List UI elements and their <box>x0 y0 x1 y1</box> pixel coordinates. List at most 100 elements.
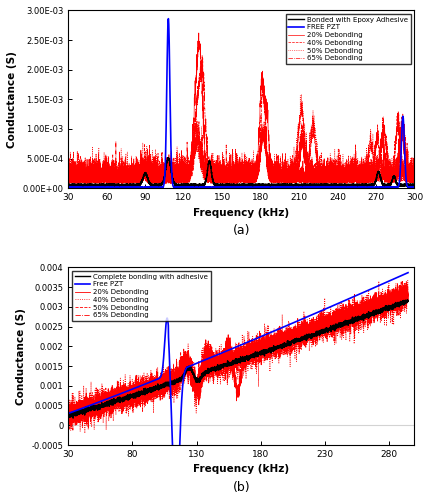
40% Debonding <box>405 290 411 296</box>
40% Debonding <box>412 174 417 180</box>
Free PZT <box>227 346 232 352</box>
Bonded with Epoxy Adhesive <box>384 182 389 188</box>
Free PZT <box>405 270 411 276</box>
50% Debonding <box>299 92 304 98</box>
20% Debonding <box>66 172 71 178</box>
40% Debonding <box>82 430 87 436</box>
65% Debonding <box>317 171 322 177</box>
Y-axis label: Conductance (S): Conductance (S) <box>7 51 17 148</box>
50% Debonding <box>66 164 71 170</box>
20% Debonding <box>395 280 400 286</box>
20% Debonding <box>66 402 71 407</box>
40% Debonding <box>230 167 236 173</box>
FREE PZT <box>166 16 171 22</box>
40% Debonding <box>384 176 389 182</box>
Line: Free PZT: Free PZT <box>68 272 408 500</box>
20% Debonding <box>209 348 214 354</box>
20% Debonding <box>227 351 232 357</box>
Complete bonding with adhesive <box>378 310 383 316</box>
Complete bonding with adhesive <box>313 332 318 338</box>
Bonded with Epoxy Adhesive <box>214 182 219 188</box>
Complete bonding with adhesive <box>227 361 232 367</box>
FREE PZT <box>214 184 219 190</box>
40% Debonding <box>313 326 318 332</box>
65% Debonding <box>384 154 389 160</box>
Complete bonding with adhesive <box>209 367 214 373</box>
FREE PZT <box>401 128 406 134</box>
Line: 40% Debonding: 40% Debonding <box>68 280 408 433</box>
FREE PZT <box>412 184 417 190</box>
65% Debonding <box>227 350 232 356</box>
50% Debonding <box>395 294 400 300</box>
20% Debonding <box>384 170 389 176</box>
40% Debonding <box>66 396 71 402</box>
65% Debonding <box>211 180 216 186</box>
Line: 20% Debonding: 20% Debonding <box>68 284 408 425</box>
50% Debonding <box>211 356 216 362</box>
65% Debonding <box>412 173 417 179</box>
Bonded with Epoxy Adhesive <box>230 184 236 190</box>
Line: Complete bonding with adhesive: Complete bonding with adhesive <box>68 300 408 418</box>
Bonded with Epoxy Adhesive <box>66 182 71 188</box>
FREE PZT <box>230 184 236 190</box>
65% Debonding <box>211 370 216 376</box>
20% Debonding <box>311 180 316 186</box>
65% Debonding <box>404 278 409 284</box>
20% Debonding <box>214 168 219 174</box>
50% Debonding <box>109 179 114 185</box>
65% Debonding <box>230 165 236 171</box>
Y-axis label: Conductance (S): Conductance (S) <box>16 308 26 404</box>
20% Debonding <box>211 164 216 170</box>
20% Debonding <box>395 296 400 302</box>
65% Debonding <box>405 294 411 300</box>
40% Debonding <box>211 366 216 372</box>
40% Debonding <box>200 52 205 59</box>
20% Debonding <box>211 354 216 360</box>
Legend: Complete bonding with adhesive, Free PZT, 20% Debonding, 40% Debonding, 50% Debo: Complete bonding with adhesive, Free PZT… <box>72 271 211 321</box>
20% Debonding <box>378 308 383 314</box>
50% Debonding <box>317 177 322 183</box>
Legend: Bonded with Epoxy Adhesive, FREE PZT, 20% Debonding, 40% Debonding, 50% Debondin: Bonded with Epoxy Adhesive, FREE PZT, 20… <box>286 14 411 64</box>
65% Debonding <box>401 122 406 128</box>
20% Debonding <box>313 318 318 324</box>
65% Debonding <box>400 111 405 117</box>
FREE PZT <box>317 184 322 190</box>
50% Debonding <box>66 417 71 423</box>
Bonded with Epoxy Adhesive <box>317 183 322 189</box>
Free PZT <box>395 274 400 280</box>
50% Debonding <box>401 172 406 178</box>
65% Debonding <box>70 427 75 433</box>
40% Debonding <box>227 361 232 367</box>
65% Debonding <box>66 166 71 172</box>
Complete bonding with adhesive <box>405 298 411 304</box>
Line: 65% Debonding: 65% Debonding <box>68 281 408 430</box>
40% Debonding <box>66 164 71 170</box>
40% Debonding <box>317 169 322 175</box>
Free PZT <box>313 310 318 316</box>
40% Debonding <box>378 304 383 310</box>
20% Debonding <box>405 290 411 296</box>
50% Debonding <box>209 362 214 368</box>
50% Debonding <box>402 280 407 286</box>
65% Debonding <box>209 366 214 372</box>
Complete bonding with adhesive <box>71 415 76 421</box>
20% Debonding <box>74 422 79 428</box>
Free PZT <box>209 354 214 360</box>
50% Debonding <box>384 166 389 172</box>
65% Debonding <box>395 288 400 294</box>
40% Debonding <box>401 178 406 184</box>
65% Debonding <box>313 331 318 337</box>
Bonded with Epoxy Adhesive <box>401 182 406 188</box>
65% Debonding <box>378 308 383 314</box>
FREE PZT <box>79 184 84 190</box>
Line: 65% Debonding: 65% Debonding <box>68 114 415 184</box>
FREE PZT <box>211 184 216 190</box>
50% Debonding <box>227 356 232 362</box>
Line: 50% Debonding: 50% Debonding <box>68 94 415 182</box>
Line: FREE PZT: FREE PZT <box>68 18 415 188</box>
Text: (a): (a) <box>233 224 250 236</box>
40% Debonding <box>214 175 219 181</box>
Free PZT <box>66 410 71 416</box>
65% Debonding <box>163 180 169 186</box>
20% Debonding <box>230 174 236 180</box>
